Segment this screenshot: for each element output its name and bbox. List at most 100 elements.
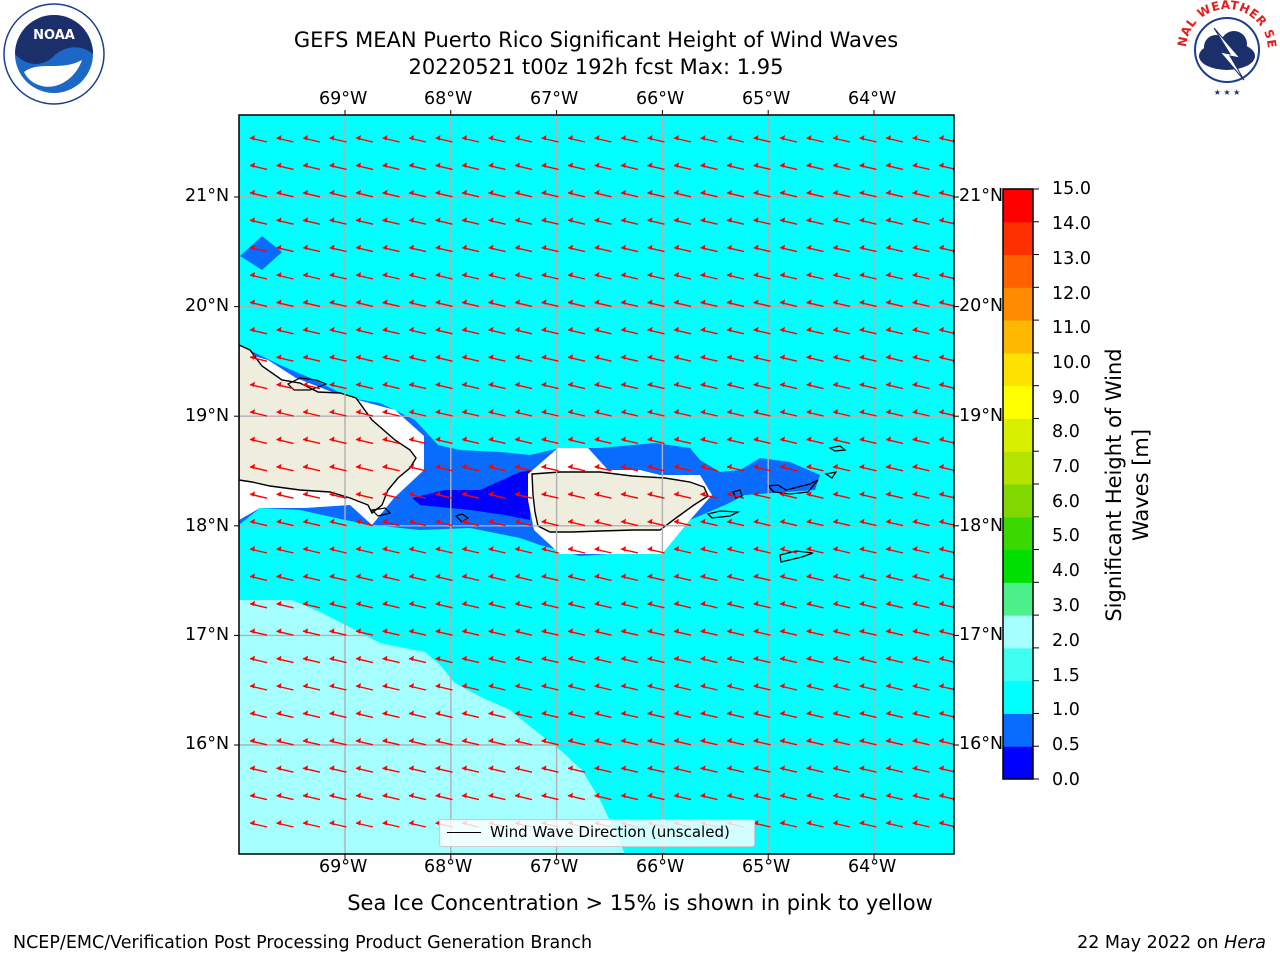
- wave-direction-arrow: [302, 135, 321, 143]
- wave-direction-arrow: [276, 491, 294, 499]
- wave-direction-arrow: [488, 135, 506, 143]
- wave-direction-arrow: [647, 409, 665, 417]
- wave-direction-arrow: [779, 573, 798, 582]
- legend-label: Wind Wave Direction (unscaled): [490, 823, 730, 841]
- wave-direction-arrow: [302, 326, 321, 335]
- colorbar-tick-3: 3.0: [1052, 596, 1080, 616]
- wave-direction-arrow: [435, 409, 453, 417]
- wave-direction-arrow: [329, 546, 347, 554]
- wave-direction-arrow: [726, 326, 745, 335]
- wave-direction-arrow: [249, 272, 268, 280]
- wave-direction-arrow: [753, 162, 771, 171]
- wave-direction-arrow: [647, 491, 665, 499]
- wave-direction-arrow: [779, 272, 798, 280]
- wave-direction-arrow: [885, 655, 904, 664]
- wave-direction-arrow: [594, 683, 612, 691]
- wave-direction-arrow: [779, 518, 798, 527]
- wave-direction-arrow: [859, 573, 877, 582]
- graticule: [239, 115, 954, 854]
- wave-direction-arrow: [832, 628, 851, 636]
- colorbar-tick-14: 14.0: [1052, 214, 1091, 234]
- wave-direction-arrow: [700, 217, 718, 225]
- wave-direction-arrow: [700, 135, 718, 143]
- land-turks-caicos: [286, 377, 328, 391]
- wave-direction-arrow: [912, 737, 930, 746]
- wave-direction-arrow: [700, 162, 718, 171]
- wave-direction-arrow: [779, 683, 798, 691]
- wave-direction-arrow: [541, 710, 559, 719]
- lat-label-right-19n: 19°N: [959, 406, 1004, 426]
- wave-direction-arrow: [673, 381, 692, 390]
- wave-direction-arrow: [779, 463, 798, 472]
- wave-direction-arrow: [806, 299, 824, 308]
- wave-direction-arrow: [408, 409, 427, 417]
- wave-direction-arrow: [408, 792, 427, 801]
- colorbar-label-line2: Waves [m]: [1129, 428, 1153, 542]
- colorbar-segment: [1003, 746, 1033, 780]
- wave-direction-arrow: [859, 436, 877, 445]
- wave-direction-arrow: [541, 600, 559, 609]
- wave-direction-arrow: [832, 792, 851, 801]
- wave-direction-arrow: [885, 463, 904, 472]
- wave-direction-arrow: [859, 381, 877, 390]
- wave-direction-arrow: [567, 655, 586, 664]
- wave-direction-arrow: [673, 272, 692, 280]
- wave-direction-arrow: [779, 710, 798, 719]
- wave-direction-arrow: [806, 710, 824, 719]
- wave-direction-arrow: [779, 162, 798, 171]
- colorbar-segment: [1003, 549, 1033, 583]
- wave-direction-arrow: [382, 436, 400, 445]
- wave-direction-arrow: [885, 135, 904, 143]
- wave-direction-arrow: [461, 573, 480, 582]
- wave-direction-arrow: [806, 354, 824, 362]
- wave-direction-arrow: [647, 436, 665, 445]
- wave-direction-arrow: [806, 820, 824, 828]
- wave-direction-arrow: [620, 600, 639, 609]
- wave-direction-arrow: [461, 354, 480, 362]
- wave-direction-arrow: [408, 628, 427, 636]
- wave-direction-arrow: [806, 272, 824, 280]
- wave-direction-arrow: [938, 792, 954, 800]
- wave-direction-arrow: [938, 244, 954, 252]
- wave-direction-arrow: [488, 189, 506, 198]
- wave-direction-arrow: [620, 135, 639, 143]
- wave-direction-arrow: [885, 737, 904, 746]
- wave-direction-arrow: [567, 381, 586, 390]
- wave-direction-arrow: [753, 326, 771, 335]
- wave-direction-arrow: [594, 381, 612, 390]
- wave-direction-arrow: [912, 354, 930, 362]
- wave-direction-arrow: [753, 463, 771, 472]
- wave-band-0-0.5m: [412, 470, 532, 520]
- colorbar-tick-1.5: 1.5: [1052, 666, 1080, 686]
- wave-direction-arrow: [461, 655, 480, 664]
- wave-direction-arrow: [355, 573, 374, 582]
- wave-direction-arrow: [647, 628, 665, 636]
- wave-direction-arrow: [382, 299, 400, 308]
- lon-label-top-66w: 66°W: [636, 89, 685, 109]
- wave-direction-arrow: [435, 381, 453, 390]
- wave-direction-arrow: [806, 518, 824, 527]
- wave-direction-arrow: [514, 381, 533, 390]
- wave-direction-arrow: [567, 272, 586, 280]
- wave-direction-arrow: [594, 518, 612, 527]
- wave-direction-arrow: [726, 436, 745, 445]
- wave-direction-arrow: [885, 299, 904, 308]
- wave-direction-arrow: [514, 135, 533, 143]
- wave-band-0.5-1m-nw: [240, 236, 282, 270]
- wave-direction-arrow: [647, 135, 665, 143]
- wave-direction-arrow: [594, 792, 612, 801]
- wave-direction-arrow: [912, 792, 930, 801]
- wave-direction-arrow: [302, 381, 321, 390]
- lat-label-left-20n: 20°N: [185, 296, 230, 316]
- wave-direction-arrow: [806, 189, 824, 198]
- wave-direction-arrow: [832, 546, 851, 554]
- wave-direction-arrow: [435, 272, 453, 280]
- wave-direction-arrow: [859, 189, 877, 198]
- wave-direction-arrow: [461, 765, 480, 773]
- wave-direction-arrow: [594, 326, 612, 335]
- wave-direction-arrow: [753, 381, 771, 390]
- wave-direction-arrow: [276, 244, 294, 253]
- wave-direction-arrow: [912, 189, 930, 198]
- wave-direction-arrow: [329, 299, 347, 308]
- wave-direction-arrow: [408, 381, 427, 390]
